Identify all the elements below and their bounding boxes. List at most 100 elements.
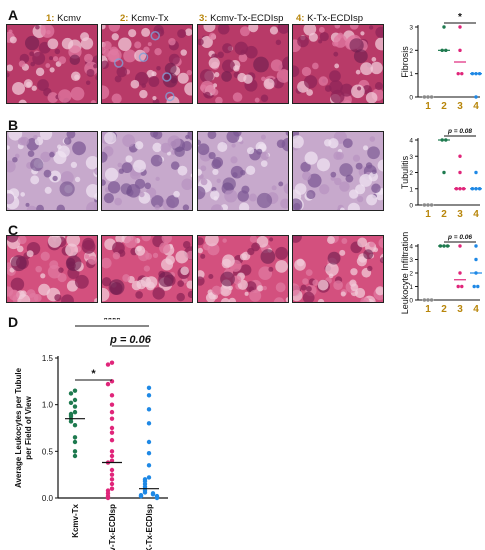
- data-point: [109, 472, 115, 477]
- data-point: [105, 381, 111, 387]
- data-point: [105, 495, 111, 501]
- micrograph-c-2: [101, 235, 193, 303]
- data-point: [458, 25, 462, 29]
- data-point: [72, 435, 78, 440]
- y-tick-label: 1: [409, 186, 413, 193]
- data-point: [460, 284, 464, 289]
- data-point: [72, 449, 78, 454]
- data-point: [458, 271, 462, 275]
- column-name: Kcmv-Tx: [131, 13, 169, 24]
- data-point: [72, 397, 78, 403]
- data-point: [458, 244, 462, 248]
- micrograph-b-3: [197, 131, 289, 211]
- y-tick-label: 2: [409, 271, 413, 278]
- micrograph-a-3: [197, 24, 289, 104]
- data-point: [109, 481, 115, 487]
- x-tick-label: Kcmv-Tx-ECDIsp: [108, 504, 117, 550]
- x-tick-label: 1: [425, 304, 431, 314]
- data-point: [109, 409, 115, 415]
- micrograph-a-2: [101, 24, 193, 104]
- data-point: [109, 430, 115, 435]
- data-point: [109, 402, 115, 407]
- data-point: [109, 453, 115, 459]
- data-point: [474, 95, 478, 99]
- y-tick-label: 3: [409, 154, 413, 161]
- data-point: [146, 439, 152, 445]
- y-tick-label: 1.5: [42, 354, 54, 363]
- y-axis-label: Tubulitis: [400, 155, 410, 189]
- panel-letter-a: A: [8, 7, 19, 23]
- x-tick-label: 3: [457, 209, 463, 220]
- y-tick-label: 3: [409, 257, 413, 264]
- micrograph-c-3: [197, 235, 289, 303]
- data-point: [150, 492, 156, 497]
- data-point: [105, 362, 111, 367]
- data-point: [146, 421, 152, 426]
- column-number: 1:: [46, 13, 55, 24]
- x-tick-label: 1: [425, 209, 431, 220]
- panel-letter-d: D: [8, 314, 19, 330]
- y-tick-label: 0: [409, 203, 413, 210]
- micrograph-b-2: [101, 131, 193, 211]
- y-axis-label: Leukocyte Infiltration: [400, 232, 410, 314]
- data-point: [456, 284, 460, 289]
- data-point: [146, 451, 152, 456]
- y-axis-label: Fibrosis: [400, 46, 410, 78]
- y-tick-label: 2: [409, 170, 413, 177]
- y-tick-label: 2: [409, 48, 413, 55]
- y-axis-label: Average Leukocytes per Tubule: [14, 367, 23, 488]
- data-point: [474, 244, 478, 248]
- x-tick-label: 4: [473, 304, 479, 314]
- data-point: [68, 400, 74, 405]
- significance-label: p = 0.06: [109, 334, 152, 346]
- significance-label: p = 0.06: [447, 234, 472, 241]
- y-tick-label: 4: [409, 138, 413, 145]
- column-header-4: 4: K-Tx-ECDIsp: [296, 13, 363, 24]
- x-tick-label: 2: [441, 209, 447, 220]
- x-tick-label: 2: [441, 101, 447, 112]
- column-name: K-Tx-ECDIsp: [307, 13, 364, 24]
- column-header-3: 3: Kcmv-Tx-ECDIsp: [199, 13, 283, 24]
- y-axis-label: per Field of View: [24, 396, 33, 460]
- data-point: [474, 257, 478, 262]
- x-tick-label: 3: [457, 101, 463, 112]
- data-point: [68, 391, 74, 396]
- y-tick-label: 1.0: [42, 401, 54, 410]
- data-point: [72, 439, 78, 445]
- y-tick-label: 0.5: [42, 447, 54, 456]
- column-name: Kcmv-Tx-ECDIsp: [210, 13, 284, 24]
- data-point: [154, 495, 160, 501]
- micrograph-b-4: [292, 131, 384, 211]
- data-point: [109, 360, 115, 365]
- data-point: [146, 475, 152, 480]
- data-point: [442, 25, 446, 29]
- x-tick-label: 2: [441, 304, 447, 314]
- x-tick-label: K-Tx-ECDIsp: [145, 504, 154, 550]
- micrograph-c-1: [6, 235, 98, 303]
- column-number: 4:: [296, 13, 305, 24]
- average-leukocytes-chart: 0.0 0.5 1.0 1.5 Average Leukocytes per Tubul…: [14, 318, 168, 550]
- data-point: [109, 458, 115, 463]
- x-tick-label: 1: [425, 101, 431, 112]
- y-tick-label: 0.0: [42, 494, 54, 503]
- data-point: [458, 154, 462, 158]
- column-header-1: 1: Kcmv: [46, 13, 81, 24]
- y-tick-label: 3: [409, 25, 413, 32]
- data-point: [142, 490, 148, 495]
- x-tick-label: Kcmv-Tx: [71, 503, 80, 537]
- micrograph-c-4: [292, 235, 384, 303]
- panel-letter-c: C: [8, 222, 19, 238]
- y-tick-label: 1: [409, 71, 413, 78]
- panel-letter-b: B: [8, 117, 19, 133]
- data-point: [474, 170, 478, 175]
- y-tick-label: 4: [409, 244, 413, 251]
- column-header-2: 2: Kcmv-Tx: [120, 13, 169, 24]
- data-point: [109, 437, 115, 443]
- micrograph-a-4: [292, 24, 384, 104]
- data-point: [72, 409, 78, 415]
- micrograph-a-1: [6, 24, 98, 104]
- x-tick-label: 3: [457, 304, 463, 314]
